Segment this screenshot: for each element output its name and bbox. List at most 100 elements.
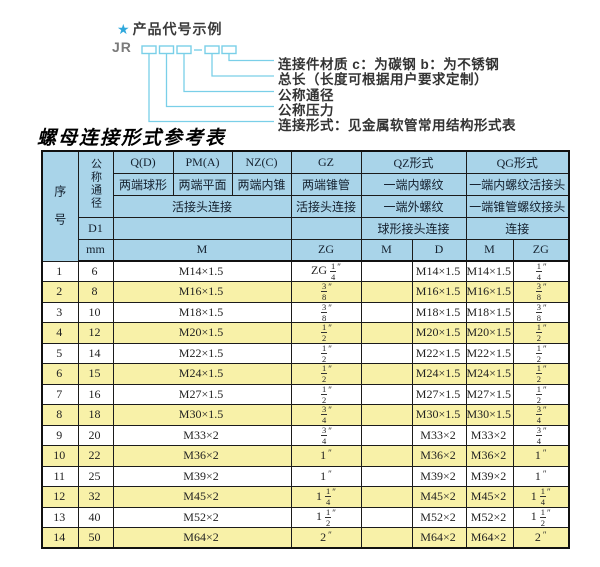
cell-qg-zg: 3 4 ″	[512, 424, 570, 446]
header-mm: mm	[77, 238, 114, 262]
cell-gz: 3 8 ″	[290, 281, 362, 303]
table-row: 6 15 M24×1.5 1 2 ″ M24×1.5 M24×1.5 1 2 ″	[41, 363, 570, 385]
code-box-3	[176, 45, 192, 55]
cell-qz-d: M18×1.5	[411, 301, 467, 323]
header-dn: 公称通径	[77, 150, 114, 218]
cell-qg-zg: 1 1 2 ″	[512, 506, 570, 528]
nut-connection-reference-table: 序号 公称通径 Q(D) PM(A) NZ(C) GZ QZ形式 QG形式 两端…	[41, 150, 570, 549]
cell-qz-d: M45×2	[411, 486, 467, 508]
cell-qz-d: M27×1.5	[411, 383, 467, 405]
cell-qz-m	[360, 465, 413, 487]
code-connector-diagram	[141, 45, 274, 123]
header-q: Q(D)	[112, 150, 174, 174]
table-row: 13 40 M52×2 1 1 2 ″ M52×2 M52×2 1 1 2 ″	[41, 506, 570, 528]
header-nz-sub: 两端内锥	[231, 172, 292, 196]
cell-qg-m: M18×1.5	[465, 301, 514, 323]
cell-seq: 1	[41, 260, 79, 282]
cell-seq: 11	[41, 465, 79, 487]
cell-qg-m: M39×2	[465, 465, 514, 487]
cell-qz-d: M64×2	[411, 527, 467, 549]
cell-gz: 1 ″	[290, 465, 362, 487]
cell-qg-zg: 3 4 ″	[512, 404, 570, 426]
header-qz-sub3: 球形接头连接	[360, 216, 467, 240]
header-qg-sub2: 一端锥管螺纹接头	[465, 194, 570, 218]
label-total-length: 总长（长度可根据用户要求定制）	[278, 72, 488, 87]
table-body: 1 6 M14×1.5 ZG 1 4 ″ M14×1.5 M14×1.5 1 4 ″ 2 8 M16×1.5…	[41, 260, 570, 549]
cell-m: M18×1.5	[112, 301, 292, 323]
cell-gz: 1 2 ″	[290, 363, 362, 385]
cell-qz-m	[360, 363, 413, 385]
table-row: 2 8 M16×1.5 3 8 ″ M16×1.5 M16×1.5 3 8 ″	[41, 281, 570, 303]
cell-qz-m	[360, 527, 413, 549]
cell-dn: 20	[77, 424, 114, 446]
cell-qz-d: M14×1.5	[411, 260, 467, 282]
cell-qz-m	[360, 301, 413, 323]
cell-qg-zg: 1 1 4 ″	[512, 486, 570, 508]
code-box-5	[221, 45, 237, 55]
header-qz-d: D	[411, 238, 467, 262]
cell-dn: 32	[77, 486, 114, 508]
cell-qz-m	[360, 506, 413, 528]
product-code-heading: ★ 产品代号示例	[117, 19, 223, 39]
cell-qz-d: M36×2	[411, 445, 467, 467]
header-qg-sub1: 一端内螺纹活接头	[465, 172, 570, 196]
cell-gz: 1 2 ″	[290, 383, 362, 405]
table-title: 螺母连接形式参考表	[37, 127, 227, 149]
connector-line-dn	[183, 54, 274, 93]
cell-qz-m	[360, 486, 413, 508]
cell-qg-m: M22×1.5	[465, 342, 514, 364]
table-header: 序号 公称通径 Q(D) PM(A) NZ(C) GZ QZ形式 QG形式 两端…	[41, 150, 570, 262]
cell-dn: 10	[77, 301, 114, 323]
header-d1: D1	[77, 216, 114, 240]
cell-m: M36×2	[112, 445, 292, 467]
cell-seq: 6	[41, 363, 79, 385]
cell-qg-m: M16×1.5	[465, 281, 514, 303]
cell-dn: 40	[77, 506, 114, 528]
table-row: 10 22 M36×2 1 ″ M36×2 M36×2 1 ″	[41, 445, 570, 467]
cell-qg-zg: 1 2 ″	[512, 363, 570, 385]
cell-m: M64×2	[112, 527, 292, 549]
header-q-sub: 两端球形	[112, 172, 174, 196]
cell-qg-m: M14×1.5	[465, 260, 514, 282]
cell-dn: 8	[77, 281, 114, 303]
cell-qg-zg: 3 8 ″	[512, 281, 570, 303]
table-row: 7 16 M27×1.5 1 2 ″ M27×1.5 M27×1.5 1 2 ″	[41, 383, 570, 405]
table-row: 5 14 M22×1.5 1 2 ″ M22×1.5 M22×1.5 1 2 ″	[41, 342, 570, 364]
cell-qg-m: M45×2	[465, 486, 514, 508]
cell-qg-zg: 1 2 ″	[512, 383, 570, 405]
star-icon: ★	[117, 21, 131, 37]
cell-qz-d: M39×2	[411, 465, 467, 487]
header-empty-gz	[290, 216, 362, 240]
header-swivel-gz: 活接头连接	[290, 194, 362, 218]
cell-qz-d: M20×1.5	[411, 322, 467, 344]
cell-qg-m: M20×1.5	[465, 322, 514, 344]
cell-dn: 50	[77, 527, 114, 549]
connector-line-material	[228, 54, 274, 62]
cell-gz: 1 1 2 ″	[290, 506, 362, 528]
cell-qz-m	[360, 383, 413, 405]
cell-gz: 1 ″	[290, 445, 362, 467]
cell-dn: 14	[77, 342, 114, 364]
header-qg-zg: ZG	[512, 238, 570, 262]
header-seq: 序号	[41, 150, 79, 262]
header-gz-sub: 两端锥管	[290, 172, 362, 196]
connector-line-pn	[165, 54, 274, 108]
product-code-prefix: JR	[112, 39, 132, 55]
cell-dn: 6	[77, 260, 114, 282]
header-pm-sub: 两端平面	[172, 172, 233, 196]
cell-qz-m	[360, 445, 413, 467]
cell-seq: 4	[41, 322, 79, 344]
cell-seq: 8	[41, 404, 79, 426]
header-qz-sub2: 一端外螺纹	[360, 194, 467, 218]
cell-dn: 25	[77, 465, 114, 487]
table-row: 12 32 M45×2 1 1 4 ″ M45×2 M45×2 1 1 4 ″	[41, 486, 570, 508]
cell-qg-zg: 1 ″	[512, 445, 570, 467]
header-qz-m: M	[360, 238, 413, 262]
cell-seq: 10	[41, 445, 79, 467]
cell-qz-d: M16×1.5	[411, 281, 467, 303]
cell-qg-zg: 1 2 ″	[512, 322, 570, 344]
cell-dn: 12	[77, 322, 114, 344]
cell-m: M33×2	[112, 424, 292, 446]
cell-qg-m: M52×2	[465, 506, 514, 528]
